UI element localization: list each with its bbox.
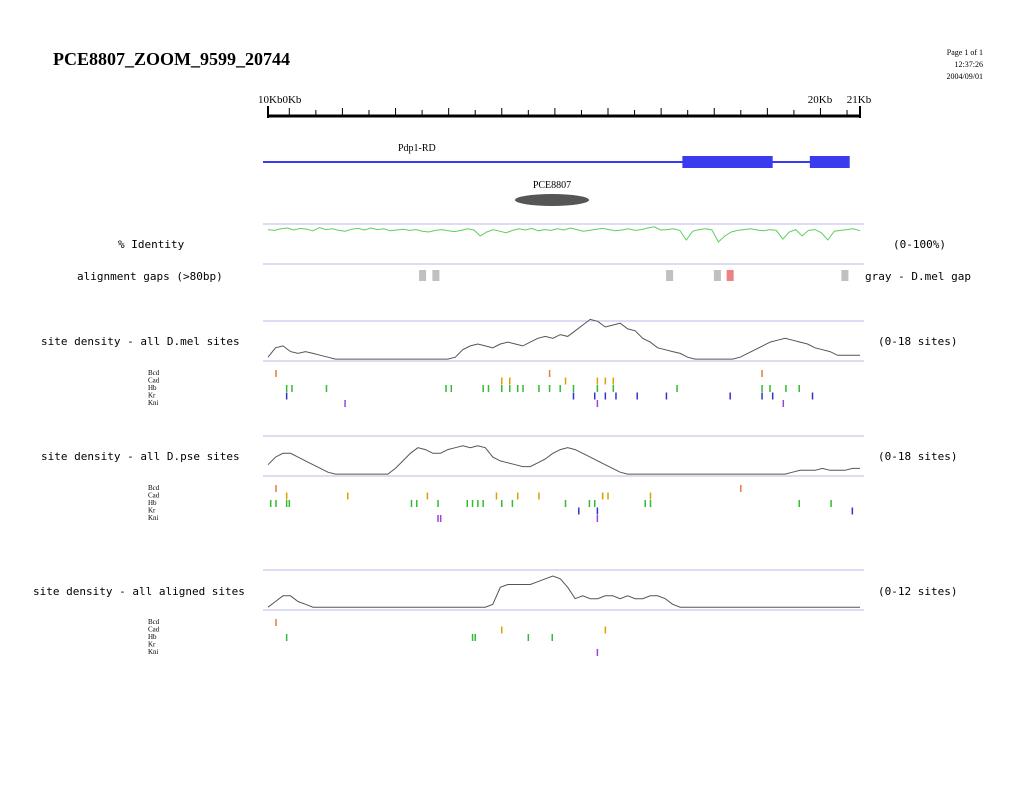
- aligned-factor-label-cad: Cad: [148, 626, 160, 634]
- gap-box-gray: [419, 270, 427, 281]
- gap-box-red: [726, 270, 734, 281]
- gap-boxes: [419, 270, 849, 281]
- aligned-factor-label-kr: Kr: [148, 641, 156, 649]
- ruler-label-20kb: 20Kb: [808, 94, 833, 106]
- identity-track: % Identity (0-100%): [118, 223, 946, 265]
- print-time: 12:37:26: [955, 60, 983, 69]
- identity-curve: [267, 226, 861, 243]
- ruler-ticks: [267, 106, 861, 118]
- dpse-factor-label-kr: Kr: [148, 507, 156, 515]
- gap-box-gray: [666, 270, 674, 281]
- element-ellipse: [515, 194, 589, 206]
- dmel-density-label: site density - all D.mel sites: [41, 335, 240, 348]
- dpse-density-range: (0-18 sites): [878, 450, 957, 463]
- element-label: PCE8807: [533, 180, 571, 191]
- dmel-factor-label-cad: Cad: [148, 377, 160, 385]
- dpse-density-track: site density - all D.pse sites (0-18 sit…: [41, 435, 957, 522]
- gene-exons: [682, 156, 850, 168]
- dmel-factor-label-bcd: Bcd: [148, 369, 160, 377]
- report-title: PCE8807_ZOOM_9599_20744: [53, 49, 290, 69]
- dpse-factor-label-kni: Kni: [148, 514, 159, 522]
- aligned-density-range: (0-12 sites): [878, 585, 957, 598]
- dmel-density-range: (0-18 sites): [878, 335, 957, 348]
- dpse-factor-label-hb: Hb: [148, 499, 157, 507]
- aligned-density-label: site density - all aligned sites: [33, 585, 245, 598]
- gap-box-gray: [432, 270, 440, 281]
- dmel-density-track: site density - all D.mel sites (0-18 sit…: [41, 318, 957, 407]
- gap-box-gray: [841, 270, 849, 281]
- dpse-factor-label-cad: Cad: [148, 492, 160, 500]
- identity-range-label: (0-100%): [893, 238, 946, 251]
- aligned-density-curve: [267, 575, 860, 608]
- gaps-legend: gray - D.mel gap: [865, 270, 971, 283]
- print-date: 2004/09/01: [947, 72, 983, 81]
- dmel-factor-label-kr: Kr: [148, 392, 156, 400]
- gene-model: Pdp1-RD: [263, 143, 850, 168]
- page-number: Page 1 of 1: [947, 48, 983, 57]
- gene-exon: [682, 156, 773, 168]
- alignment-gaps-track: alignment gaps (>80bp) gray - D.mel gap: [77, 270, 971, 283]
- ruler-label-21kb: 21Kb: [847, 94, 872, 106]
- dpse-factor-label-bcd: Bcd: [148, 484, 160, 492]
- dmel-factor-label-hb: Hb: [148, 384, 157, 392]
- gene-exon: [809, 156, 850, 168]
- dpse-density-label: site density - all D.pse sites: [41, 450, 240, 463]
- gene-label: Pdp1-RD: [398, 143, 436, 154]
- aligned-factor-label-hb: Hb: [148, 633, 157, 641]
- aligned-factor-label-kni: Kni: [148, 648, 159, 656]
- dmel-density-curve: [267, 318, 860, 360]
- dmel-factor-label-kni: Kni: [148, 399, 159, 407]
- dpse-density-curve: [267, 445, 860, 475]
- regulatory-element: PCE8807: [515, 180, 589, 206]
- gaps-label: alignment gaps (>80bp): [77, 270, 223, 283]
- ruler-left-label: 10Kb0Kb: [258, 94, 302, 106]
- gap-box-gray: [713, 270, 721, 281]
- identity-label: % Identity: [118, 238, 185, 251]
- coordinate-ruler: 10Kb0Kb 20Kb 21Kb: [258, 94, 872, 118]
- aligned-density-track: site density - all aligned sites (0-12 s…: [33, 569, 957, 656]
- aligned-factor-label-bcd: Bcd: [148, 618, 160, 626]
